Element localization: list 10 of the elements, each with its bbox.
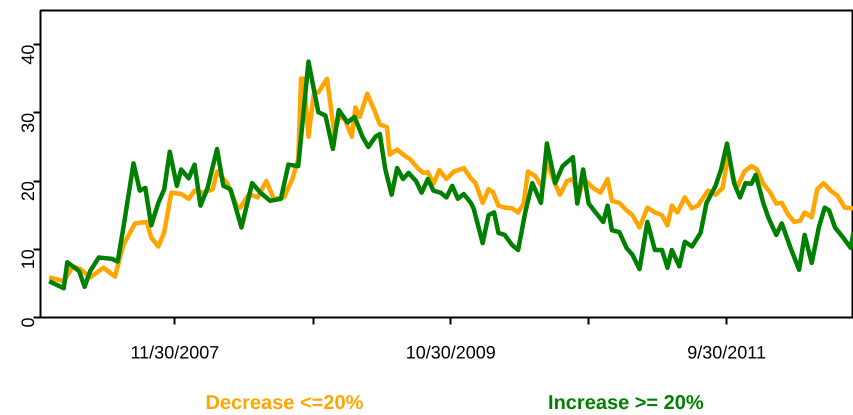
y-tick-label: 20: [18, 181, 38, 202]
x-tick-label: 10/30/2009: [406, 342, 496, 362]
text: Decrease <=20%: [205, 392, 364, 414]
y-tick-label: 0: [18, 317, 38, 328]
y-tick-label: 40: [18, 44, 38, 65]
x-tick-label: 9/30/2011: [687, 342, 766, 362]
text: Increase >= 20%: [548, 392, 704, 414]
x-tick-label: 11/30/2007: [130, 342, 220, 362]
y-tick-label: 30: [18, 112, 38, 133]
y-tick-label: 10: [18, 249, 38, 270]
